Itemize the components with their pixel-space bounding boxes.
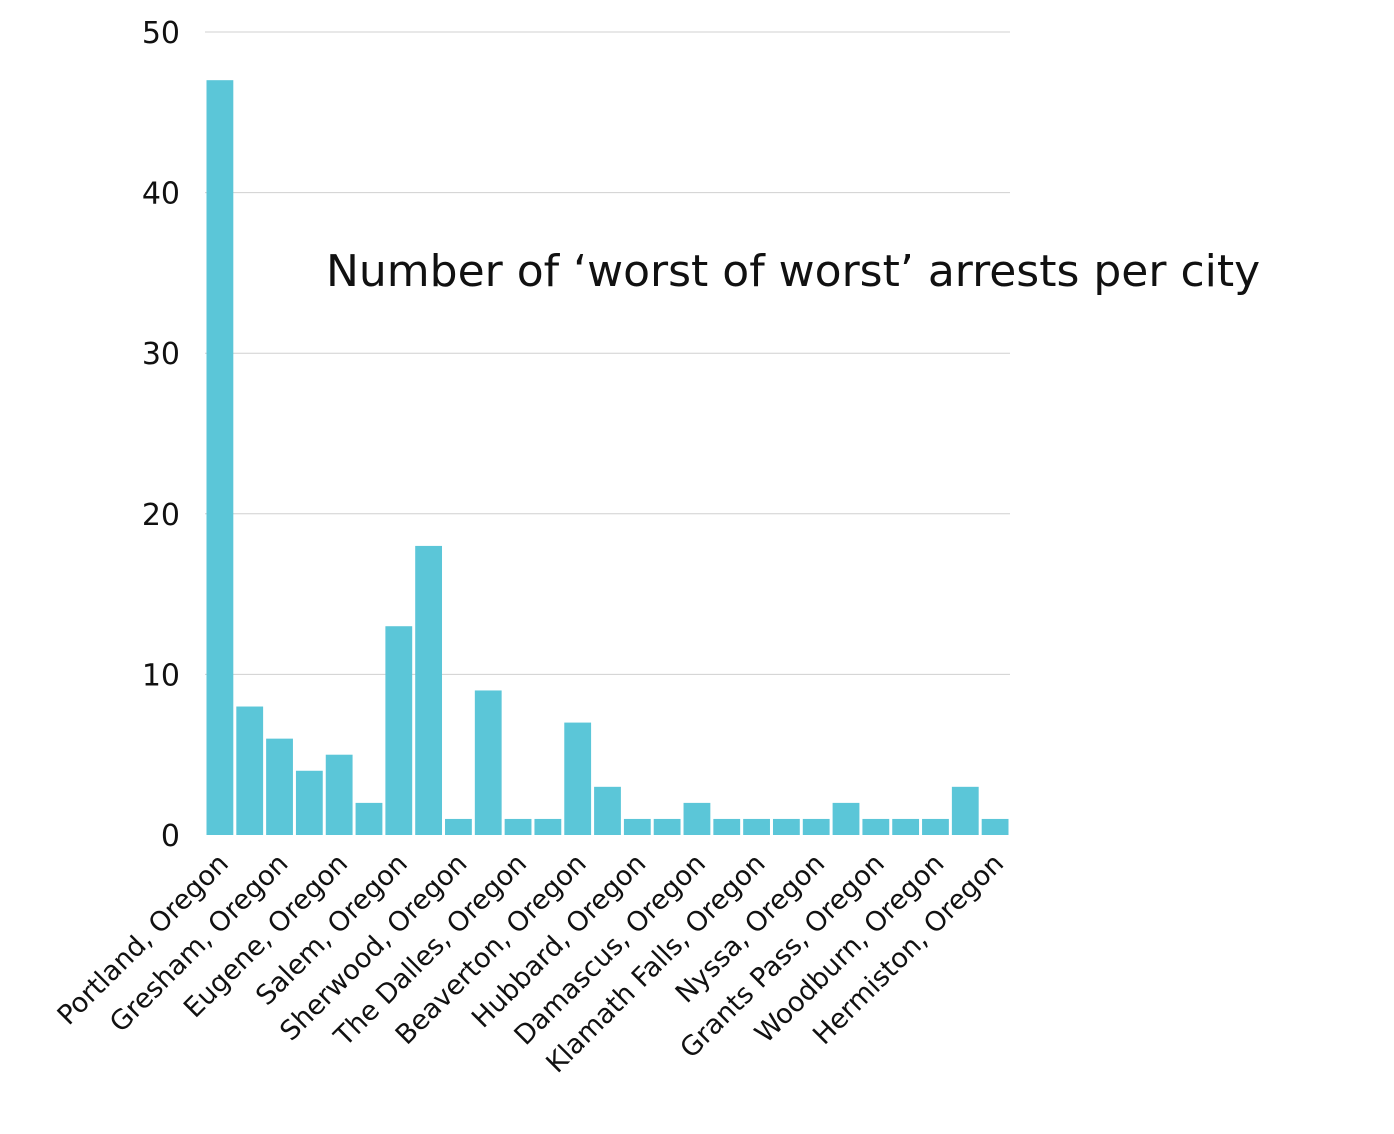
bar-1 [236, 706, 264, 835]
bar-19 [772, 818, 800, 835]
bar-12 [564, 722, 592, 835]
bar-0 [206, 80, 234, 836]
y-tick-label: 40 [142, 177, 180, 212]
y-tick-label: 50 [142, 16, 180, 51]
grid-layer [205, 31, 1010, 675]
bar-21 [832, 802, 860, 835]
bar-24 [922, 818, 949, 835]
bar-7 [415, 545, 443, 835]
bar-9 [474, 690, 502, 835]
bar-4 [325, 754, 353, 835]
bar-17 [713, 818, 741, 835]
bar-18 [743, 818, 770, 835]
bar-16 [683, 802, 711, 835]
chart-title: Number of ‘worst of worst’ arrests per c… [326, 246, 1261, 297]
y-tick-label: 30 [142, 337, 180, 372]
bar-6 [385, 626, 413, 835]
bar-3 [295, 770, 323, 835]
bar-26 [981, 818, 1009, 835]
y-axis-ticks: 0 10 20 30 40 50 [142, 16, 180, 854]
y-tick-label: 0 [161, 819, 180, 854]
bar-5 [355, 802, 383, 835]
y-tick-label: 10 [142, 658, 180, 693]
bar-23 [892, 818, 920, 835]
y-tick-label: 20 [142, 498, 180, 533]
bar-15 [653, 818, 681, 835]
bar-20 [802, 818, 830, 835]
bar-10 [504, 818, 532, 835]
bar-8 [445, 818, 472, 835]
bar-14 [623, 818, 651, 835]
bar-25 [951, 786, 979, 835]
bar-2 [266, 738, 293, 835]
bar-13 [594, 786, 621, 835]
bar-layer [206, 80, 1009, 836]
bar-22 [862, 818, 890, 835]
bar-11 [534, 818, 562, 835]
